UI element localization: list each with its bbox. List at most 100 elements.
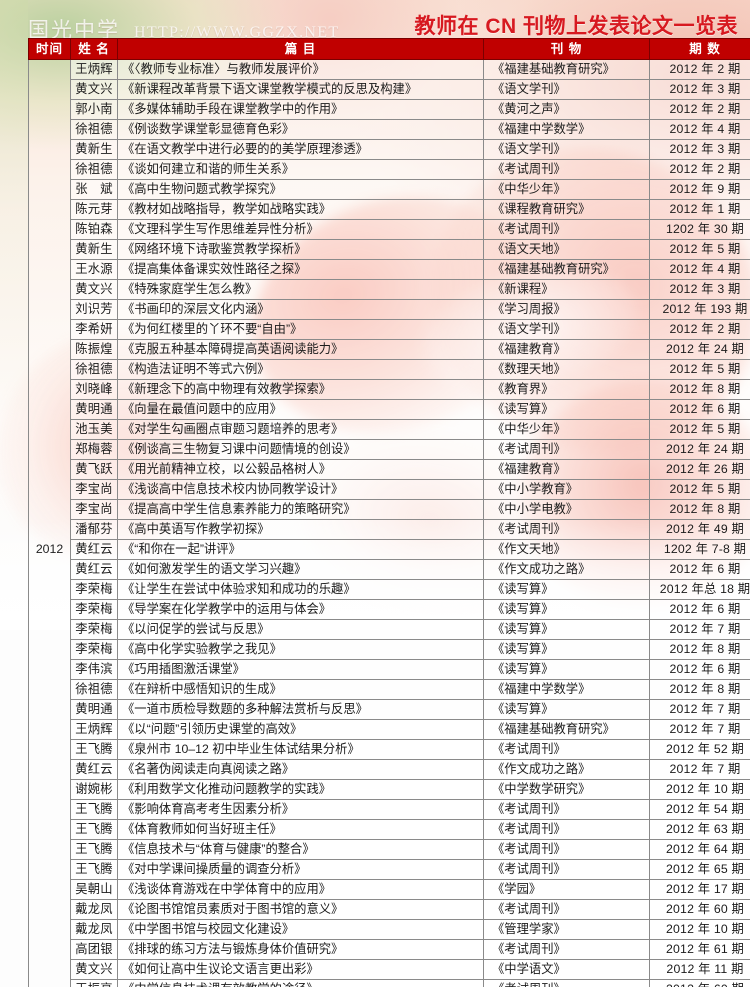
table-row[interactable]: 高团银 《排球的练习方法与锻炼身体价值研究》 《考试周刊》 2012 年 61 期 [28,939,750,960]
table-row[interactable]: 王炳辉 《〈教师专业标准〉与教师发展评价》 《福建基础教育研究》 2012 年 2 期 [28,59,750,80]
table-row[interactable]: 黄明通 《向量在最值问题中的应用》 《读写算》 2012 年 6 期 [28,399,750,420]
table-row[interactable]: 池玉美 《对学生勾画圈点审题习题培养的思考》 《中华少年》 2012 年 5 期 [28,419,750,440]
table-row[interactable]: 徐祖德 《谈如何建立和谐的师生关系》 《考试周刊》 2012 年 2 期 [28,159,750,180]
table-row[interactable]: 黄明通 《一道市质检导数题的多种解法赏析与反思》 《读写算》 2012 年 7 期 [28,699,750,720]
cell-paper-title: 《网络环境下诗歌鉴赏教学探析》 [117,239,484,260]
table-row[interactable]: 戴龙凤 《论图书馆馆员素质对于图书馆的意义》 《考试周刊》 2012 年 60 期 [28,899,750,920]
table-row[interactable]: 李宝尚 《浅谈高中信息技术校内协同教学设计》 《中小学教育》 2012 年 5 期 [28,479,750,500]
cell-paper-title: 《利用数学文化推动问题教学的实践》 [117,779,484,800]
table-row[interactable]: 陈元芽 《教材如战略指导，教学如战略实践》 《课程教育研究》 2012 年 1 期 [28,199,750,220]
cell-author-name: 黄飞跃 [70,459,118,480]
cell-time [28,179,71,200]
table-row[interactable]: 陈振煌 《克服五种基本障碍提高英语阅读能力》 《福建教育》 2012 年 24 期 [28,339,750,360]
cell-time [28,459,71,480]
cell-issue: 2012 年 3 期 [649,139,750,160]
table-row[interactable]: 黄新生 《网络环境下诗歌鉴赏教学探析》 《语文天地》 2012 年 5 期 [28,239,750,260]
cell-issue: 2012 年 4 期 [649,259,750,280]
cell-paper-title: 《导学案在化学教学中的运用与体会》 [117,599,484,620]
table-row[interactable]: 郑梅蓉 《例谈高三生物复习课中问题情境的创设》 《考试周刊》 2012 年 24 期 [28,439,750,460]
cell-journal: 《福建教育》 [483,459,650,480]
cell-time [28,139,71,160]
cell-time [28,679,71,700]
table-row[interactable]: 黄红云 《如何激发学生的语文学习兴趣》 《作文成功之路》 2012 年 6 期 [28,559,750,580]
cell-journal: 《福建中学数学》 [483,119,650,140]
table-row[interactable]: 王飞腾 《信息技术与“体育与健康”的整合》 《考试周刊》 2012 年 64 期 [28,839,750,860]
table-row[interactable]: 王振亮《中学信息技术课有效教学的途径》《考试周刊》2012 年 60 期 [28,979,750,987]
cell-paper-title: 《影响体育高考考生因素分析》 [117,799,484,820]
cell-paper-title: 《新理念下的高中物理有效教学探索》 [117,379,484,400]
table-row[interactable]: 李荣梅 《高中化学实验教学之我见》 《读写算》 2012 年 8 期 [28,639,750,660]
table-row[interactable]: 李荣梅 《以问促学的尝试与反思》 《读写算》 2012 年 7 期 [28,619,750,640]
cell-journal: 《读写算》 [483,699,650,720]
table-row[interactable]: 张 斌《高中生物问题式教学探究》 《中华少年》 2012 年 9 期 [28,179,750,200]
table-row[interactable]: 王飞腾 《对中学课间操质量的调查分析》 《考试周刊》 2012 年 65 期 [28,859,750,880]
table-row[interactable]: 谢婉彬 《利用数学文化推动问题教学的实践》 《中学数学研究》 2012 年 10 期 [28,779,750,800]
cell-paper-title: 《向量在最值问题中的应用》 [117,399,484,420]
cell-author-name: 刘识芳 [70,299,118,320]
cell-journal: 《考试周刊》 [483,739,650,760]
table-header-row: 时间 姓 名 篇 目 刊 物 期 数 [28,38,750,60]
table-row[interactable]: 黄红云 《名著伪阅读走向真阅读之路》 《作文成功之路》 2012 年 7 期 [28,759,750,780]
table-row[interactable]: 王飞腾 《影响体育高考考生因素分析》 《考试周刊》 2012 年 54 期 [28,799,750,820]
table-row[interactable]: 潘郁芬 《高中英语写作教学初探》 《考试周刊》 2012 年 49 期 [28,519,750,540]
cell-issue: 2012 年 7 期 [649,759,750,780]
cell-issue: 2012 年 11 期 [649,959,750,980]
cell-issue: 2012 年 2 期 [649,159,750,180]
cell-time [28,299,71,320]
cell-time [28,639,71,660]
table-row[interactable]: 王炳辉 《以“问题”引领历史课堂的高效》 《福建基础教育研究》 2012 年 7 期 [28,719,750,740]
cell-journal: 《考试周刊》 [483,979,650,987]
table-row[interactable]: 黄新生 《在语文教学中进行必要的的美学原理渗透》 《语文学刊》 2012 年 3 期 [28,139,750,160]
table-row[interactable]: 黄文兴 《如何让高中生议论文语言更出彩》 《中学语文》 2012 年 11 期 [28,959,750,980]
cell-journal: 《福建中学数学》 [483,679,650,700]
cell-issue: 2012 年 5 期 [649,239,750,260]
cell-paper-title: 《排球的练习方法与锻炼身体价值研究》 [117,939,484,960]
table-row[interactable]: 王水源 《提高集体备课实效性路径之探》 《福建基础教育研究》 2012 年 4 期 [28,259,750,280]
table-row[interactable]: 李希妍 《为何红楼里的丫环不要“自由”》 《语文学刊》 2012 年 2 期 [28,319,750,340]
table-row[interactable]: 王飞腾 《泉州市 10–12 初中毕业生体试结果分析》 《考试周刊》 2012 年 5… [28,739,750,760]
cell-journal: 《考试周刊》 [483,799,650,820]
table-row[interactable]: 李荣梅 《让学生在尝试中体验求知和成功的乐趣》 《读写算》 2012 年总 18 期 [28,579,750,600]
cell-time [28,239,71,260]
table-row[interactable]: 陈铂森 《文理科学生写作思维差异性分析》 《考试周刊》 1202 年 30 期 [28,219,750,240]
cell-author-name: 徐祖德 [70,159,118,180]
table-row[interactable]: 李伟滨 《巧用插图激活课堂》 《读写算》 2012 年 6 期 [28,659,750,680]
cell-paper-title: 《名著伪阅读走向真阅读之路》 [117,759,484,780]
cell-issue: 2012 年 6 期 [649,559,750,580]
table-row[interactable]: 刘识芳 《书画印的深层文化内涵》 《学习周报》 2012 年 193 期 [28,299,750,320]
table-row[interactable]: 王飞腾 《体育教师如何当好班主任》 《考试周刊》 2012 年 63 期 [28,819,750,840]
table-row[interactable]: 徐祖德 《例谈数学课堂彰显德育色彩》 《福建中学数学》 2012 年 4 期 [28,119,750,140]
table-row[interactable]: 吴朝山 《浅谈体育游戏在中学体育中的应用》 《学园》 2012 年 17 期 [28,879,750,900]
cell-author-name: 李荣梅 [70,579,118,600]
cell-author-name: 王炳辉 [70,59,118,80]
cell-time: 2012 [28,539,71,560]
table-row[interactable]: 郭小南 《多媒体辅助手段在课堂教学中的作用》 《黄河之声》 2012 年 2 期 [28,99,750,120]
cell-author-name: 刘晓峰 [70,379,118,400]
table-row[interactable]: 徐祖德 《构造法证明不等式六例》 《数理天地》 2012 年 5 期 [28,359,750,380]
cell-journal: 《语文学刊》 [483,139,650,160]
table-row[interactable]: 戴龙凤 《中学图书馆与校园文化建设》 《管理学家》 2012 年 10 期 [28,919,750,940]
cell-paper-title: 《浅谈高中信息技术校内协同教学设计》 [117,479,484,500]
table-row[interactable]: 黄文兴 《新课程改革背景下语文课堂教学模式的反思及构建》 《语文学刊》 2012 年 … [28,79,750,100]
table-row[interactable]: 刘晓峰 《新理念下的高中物理有效教学探索》 《教育界》 2012 年 8 期 [28,379,750,400]
table-row[interactable]: 李荣梅 《导学案在化学教学中的运用与体会》 《读写算》 2012 年 6 期 [28,599,750,620]
table-row[interactable]: 李宝尚 《提高高中学生信息素养能力的策略研究》 《中小学电教》 2012 年 8 期 [28,499,750,520]
cell-author-name: 王炳辉 [70,719,118,740]
table-row[interactable]: 黄飞跃 《用光前精神立校，以公毅品格树人》 《福建教育》 2012 年 26 期 [28,459,750,480]
cell-issue: 2012 年 9 期 [649,179,750,200]
cell-journal: 《黄河之声》 [483,99,650,120]
table-row[interactable]: 徐祖德 《在辩析中感悟知识的生成》 《福建中学数学》 2012 年 8 期 [28,679,750,700]
cell-issue: 2012 年 2 期 [649,99,750,120]
cell-time [28,619,71,640]
cell-time [28,739,71,760]
cell-author-name: 李宝尚 [70,479,118,500]
cell-issue: 2012 年 24 期 [649,439,750,460]
table-row[interactable]: 2012 黄红云 《“和你在一起”讲评》 《作文天地》 1202 年 7-8 期 [28,539,750,560]
cell-author-name: 李宝尚 [70,499,118,520]
cell-journal: 《中学语文》 [483,959,650,980]
cell-time [28,699,71,720]
cell-journal: 《作文成功之路》 [483,759,650,780]
table-row[interactable]: 黄文兴 《特殊家庭学生怎么教》 《新课程》 2012 年 3 期 [28,279,750,300]
cell-paper-title: 《中学图书馆与校园文化建设》 [117,919,484,940]
